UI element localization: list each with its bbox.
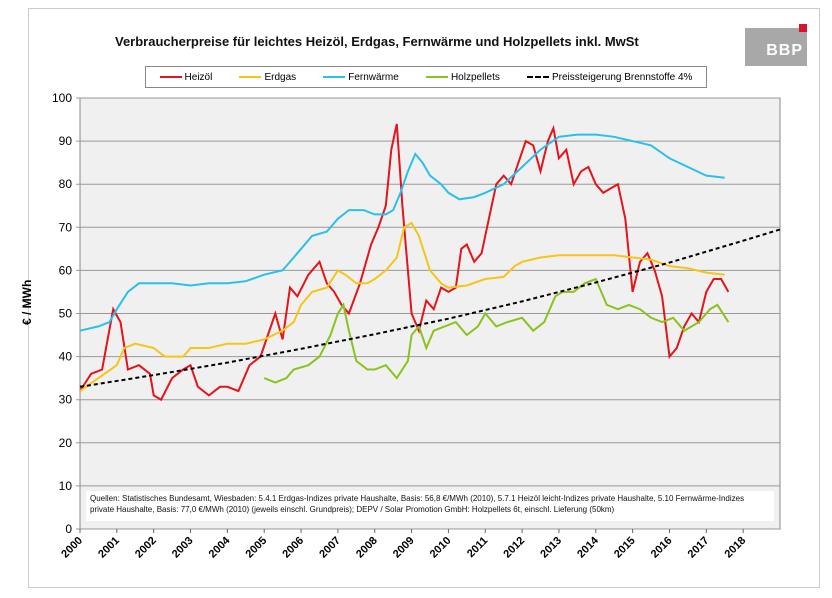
x-tick-label: 2002	[133, 535, 159, 561]
legend-item-erdgas: Erdgas	[239, 72, 296, 83]
x-tick-label: 2000	[59, 535, 85, 561]
x-tick-label: 2015	[612, 535, 638, 561]
series-line-fernw-rme	[79, 133, 725, 332]
x-tick-label: 2007	[317, 535, 343, 561]
legend-label: Holzpellets	[450, 71, 500, 83]
bbp-logo: BBP	[745, 24, 807, 66]
y-tick-label: 60	[59, 263, 73, 277]
legend-label: Erdgas	[264, 71, 297, 83]
logo-text: BBP	[766, 42, 803, 59]
legend-label: Fernwärme	[348, 71, 399, 83]
x-tick-label: 2004	[207, 534, 233, 560]
source-note: Quellen: Statistisches Bundesamt, Wiesba…	[86, 491, 774, 521]
x-tick-label: 2016	[649, 535, 675, 561]
x-tick-label: 2001	[96, 535, 122, 561]
y-tick-label: 10	[59, 479, 73, 493]
y-tick-label: 50	[59, 307, 73, 321]
legend-item-holzpellets: Holzpellets	[425, 71, 500, 83]
x-tick-label: 2017	[686, 535, 712, 561]
chart-title: Verbraucherpreise für leichtes Heizöl, E…	[115, 34, 639, 49]
x-tick-label: 2010	[428, 535, 454, 561]
x-tick-label: 2003	[170, 535, 196, 561]
y-tick-label: 0	[65, 522, 72, 536]
y-tick-label: 80	[59, 177, 73, 191]
y-tick-label: 30	[59, 393, 73, 407]
legend-swatch	[239, 76, 262, 78]
x-tick-label: 2006	[280, 535, 306, 561]
series-line-preissteigerung-brennstoffe-4-	[79, 228, 781, 388]
legend-item-preissteigerung-brennstoffe-4-: Preissteigerung Brennstoffe 4%	[526, 71, 693, 83]
x-tick-label: 2013	[538, 535, 564, 561]
x-tick-label: 2014	[575, 534, 601, 560]
y-tick-label: 70	[59, 220, 73, 234]
y-tick-label: 20	[59, 436, 73, 450]
legend-item-fernw-rme: Fernwärme	[323, 72, 399, 83]
legend: Heizöl Erdgas Fernwärme Holzpellets Preisste…	[145, 66, 707, 88]
x-tick-label: 2009	[391, 535, 417, 561]
chart-frame	[28, 8, 820, 588]
legend-item-heiz-l: Heizöl	[159, 71, 213, 83]
legend-label: Heizöl	[184, 71, 213, 83]
series-line-erdgas	[79, 221, 725, 392]
x-tick-label: 2008	[354, 535, 380, 561]
legend-swatch	[425, 76, 448, 78]
series-line-holzpellets	[263, 277, 730, 384]
x-tick-label: 2018	[722, 535, 748, 561]
legend-label: Preissteigerung Brennstoffe 4%	[551, 71, 693, 83]
y-tick-label: 100	[52, 91, 72, 105]
series-line-heiz-l	[79, 123, 730, 402]
x-tick-label: 2011	[465, 535, 490, 560]
logo-accent	[799, 24, 807, 32]
x-tick-label: 2005	[244, 535, 270, 561]
legend-swatch	[323, 76, 346, 78]
y-tick-label: 40	[59, 350, 73, 364]
y-tick-label: 90	[59, 134, 73, 148]
legend-swatch	[526, 76, 549, 78]
legend-swatch	[159, 76, 182, 78]
x-tick-label: 2012	[501, 535, 527, 561]
